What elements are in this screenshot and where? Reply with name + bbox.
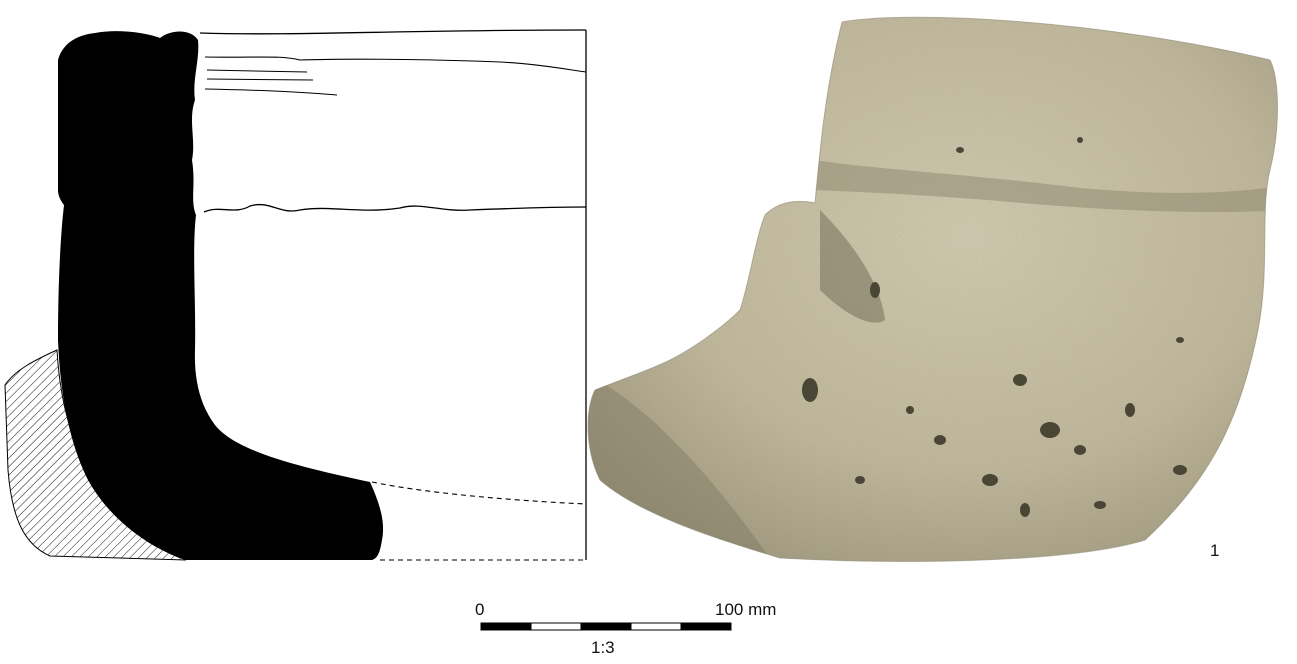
stone-body [588,17,1278,562]
scale-segment [580,622,632,631]
band-line [203,204,587,213]
scale-segment [680,622,732,631]
scale-segment [530,622,582,631]
stone-pores [802,137,1187,517]
scale-segment [630,622,682,631]
interior-line-3 [206,78,314,81]
scale-end-label: 100 mm [715,600,777,619]
fragment-photo [587,16,1278,562]
interior-line-4 [204,88,338,96]
scale-ratio-label: 1:3 [591,638,615,657]
interior-line-2 [206,69,308,73]
section-fill [58,31,384,561]
base-dashed-line [371,481,587,505]
profile-drawing [4,29,587,561]
scale-start-label: 0 [475,600,485,619]
scale-segment [480,622,532,631]
figure-number: 1 [1210,541,1220,560]
interior-line-1 [204,56,587,73]
scale-bar [480,622,732,631]
rim-line [199,29,587,35]
